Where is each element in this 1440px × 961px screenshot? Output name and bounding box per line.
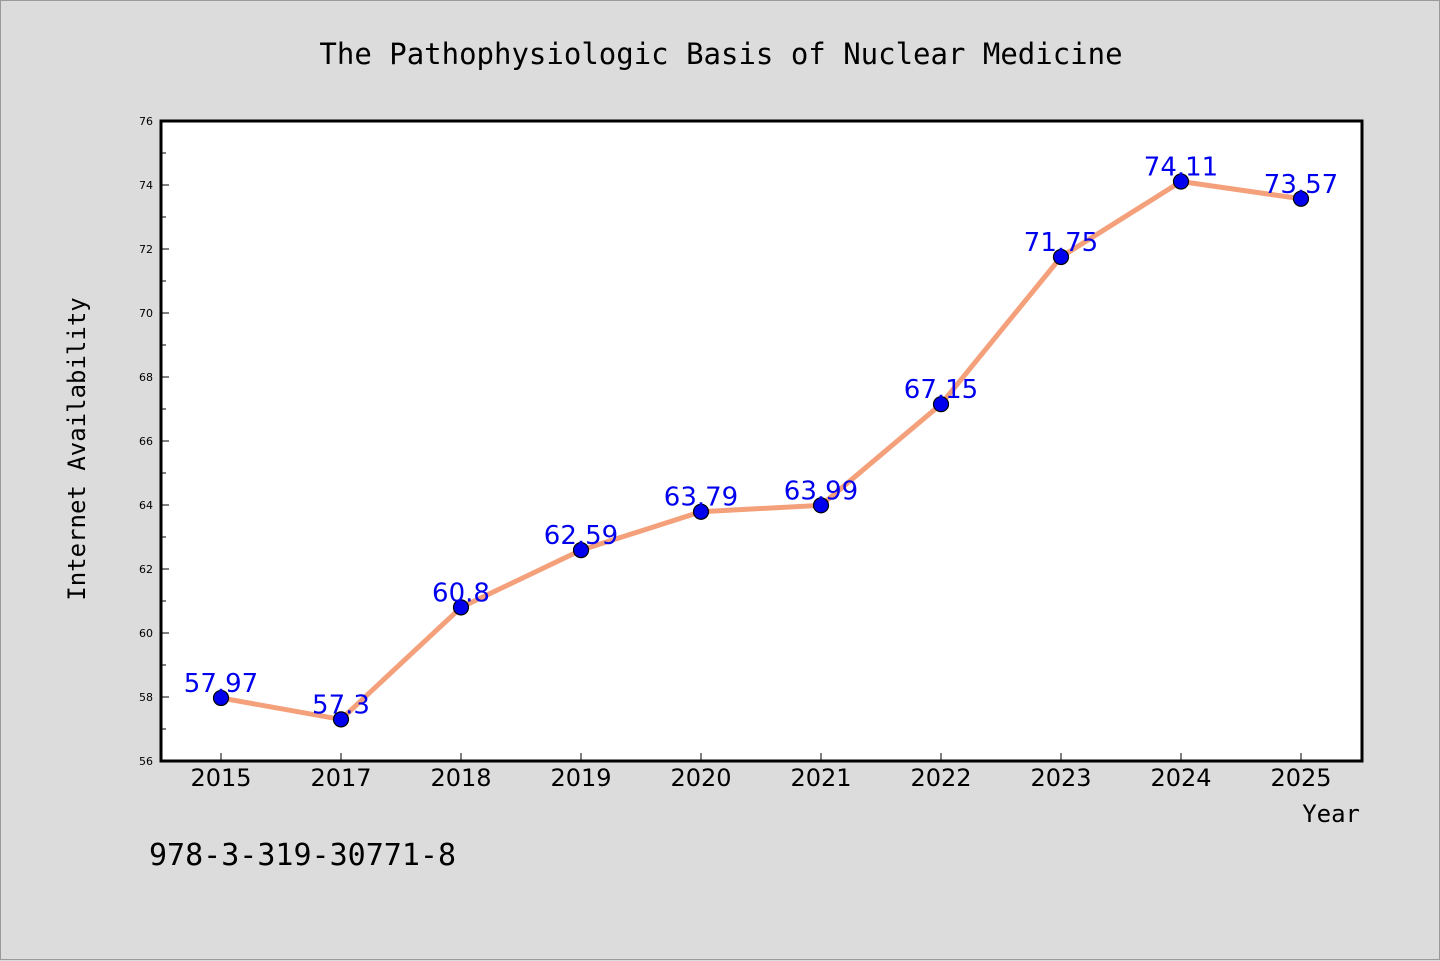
data-point [692,503,710,520]
footnote-isbn: 978-3-319-30771-8 [149,838,456,873]
data-point [932,396,950,413]
x-tick-label: 2018 [430,764,491,792]
chart-title: The Pathophysiologic Basis of Nuclear Me… [319,37,1122,71]
data-label: 60.8 [432,578,490,608]
y-tick-label: 56 [139,755,153,768]
data-label: 74.11 [1144,152,1218,182]
data-point [452,599,470,616]
x-tick-label: 2019 [550,764,611,792]
y-tick-label: 70 [139,307,153,320]
y-axis: 56 58 60 62 64 66 68 70 72 74 76 [139,115,169,768]
x-tick-label: 2017 [310,764,371,792]
x-tick-label: 2021 [790,764,851,792]
data-point [332,711,350,728]
data-point [572,542,590,559]
y-tick-label: 58 [139,691,153,704]
x-tick-label: 2025 [1270,764,1331,792]
series-line [218,178,1304,722]
x-tick-label: 2020 [670,764,731,792]
data-label: 57.97 [184,669,258,699]
y-tick-label: 72 [139,243,153,256]
data-label: 57.3 [312,690,370,720]
x-tick-label: 2024 [1150,764,1211,792]
y-tick-label: 64 [139,499,153,512]
x-axis: 2015 2017 2018 2019 2020 2021 2022 2023 2024 2025 [190,753,1332,792]
data-point [1172,173,1190,190]
data-label: 71.75 [1024,228,1098,258]
data-labels: 57.97 57.3 60.8 62.59 63.79 63.99 67.15 71.75 74… [184,152,1338,720]
y-tick-label: 76 [139,115,153,128]
data-label: 73.57 [1264,170,1338,200]
y-axis-label: Internet Availability [63,297,91,600]
data-point [1052,248,1070,266]
data-label: 62.59 [544,521,618,551]
x-tick-label: 2022 [910,764,971,792]
data-point [1292,190,1310,207]
y-tick-label: 60 [139,627,153,640]
data-label: 63.79 [664,483,738,513]
data-label: 63.99 [784,476,858,506]
data-point [212,689,230,707]
plot-area [159,119,1364,763]
y-tick-label: 62 [139,563,153,576]
y-tick-label: 66 [139,435,153,448]
data-point [812,497,830,514]
y-tick-label: 68 [139,371,153,384]
data-label: 67.15 [904,375,978,405]
x-tick-label: 2023 [1030,764,1091,792]
x-tick-label: 2015 [190,764,251,792]
y-tick-label: 74 [139,179,153,192]
x-axis-label: Year [1302,800,1360,828]
data-points [212,173,1310,728]
